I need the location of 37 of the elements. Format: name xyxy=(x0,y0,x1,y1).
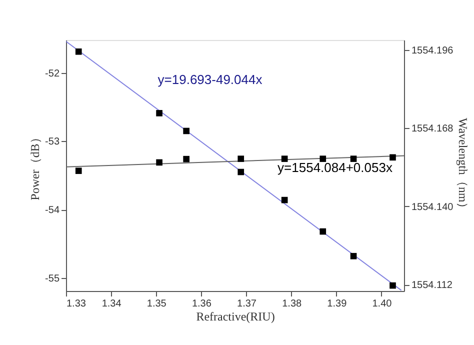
x-tick-label: 1.36 xyxy=(192,298,212,310)
point xyxy=(281,196,288,204)
y2-tick-label: 1554.168 xyxy=(412,124,454,135)
point xyxy=(156,159,162,166)
point xyxy=(238,156,244,162)
x-tick-label: 1.38 xyxy=(282,298,302,310)
y2-tick-label: 1554.196 xyxy=(412,45,454,56)
point xyxy=(75,168,82,174)
x-axis-title: Refractive(RIU) xyxy=(196,310,275,324)
x-tick-label: 1.37 xyxy=(237,298,257,310)
point xyxy=(390,282,396,289)
y-tick-label: -52 xyxy=(45,68,60,80)
annotation: y=1554.084+0.053x xyxy=(278,160,393,175)
point xyxy=(156,110,162,116)
x-tick-label: 1.35 xyxy=(146,298,167,310)
x-tick-label: 1.39 xyxy=(327,298,348,310)
annotation: y=19.693-49.044x xyxy=(158,72,263,87)
y2-tick-label: 1554.140 xyxy=(412,202,454,213)
point xyxy=(350,156,357,162)
y-axis-title: Power（dB） xyxy=(28,132,42,200)
y-tick-label: -54 xyxy=(45,205,60,216)
point xyxy=(350,252,357,260)
y2-tick-label: 1554.112 xyxy=(412,280,453,292)
point xyxy=(183,156,190,162)
x-tick-label: 1.40 xyxy=(372,298,392,310)
point xyxy=(238,168,244,176)
point xyxy=(75,48,82,55)
point xyxy=(281,156,288,162)
x-tick-label: 1.33 xyxy=(66,298,86,310)
y-tick-label: -55 xyxy=(45,274,60,285)
point xyxy=(390,154,396,161)
point xyxy=(320,228,326,235)
y2-axis-title: Wavelength（nm） xyxy=(456,118,470,214)
x-tick-label: 1.34 xyxy=(102,298,122,310)
point xyxy=(183,128,190,134)
y-tick-label: -53 xyxy=(45,136,60,148)
point xyxy=(320,156,326,162)
